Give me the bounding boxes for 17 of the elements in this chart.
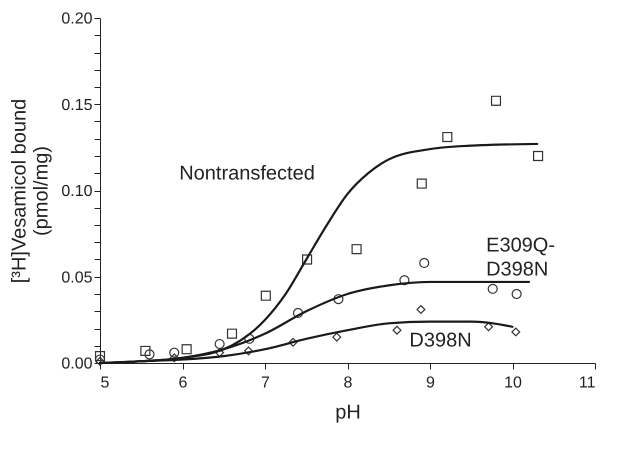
y-tick-label: 0.00 (61, 356, 93, 372)
y-axis-title: [³H]Vesamicol bound (pmol/mg) (8, 98, 52, 284)
y-tick-label: 0.20 (61, 10, 93, 28)
annotation: E309Q- D398N (486, 234, 556, 281)
x-tick-label: 6 (178, 374, 188, 392)
y-tick-label: 0.15 (61, 96, 93, 114)
x-tick-label: 9 (426, 374, 436, 392)
x-axis-title: pH (335, 402, 361, 424)
annotation: D398N (409, 330, 472, 352)
x-tick-label: 10 (504, 374, 522, 392)
annotation: Nontransfected (179, 162, 315, 184)
x-tick-label: 5 (100, 374, 110, 392)
x-tick-label: 8 (344, 374, 353, 392)
x-tick-label: 11 (578, 374, 596, 392)
y-tick-label: 0.05 (61, 269, 93, 286)
y-tick-label: 0.10 (61, 183, 93, 200)
x-tick-label: 7 (261, 374, 270, 392)
